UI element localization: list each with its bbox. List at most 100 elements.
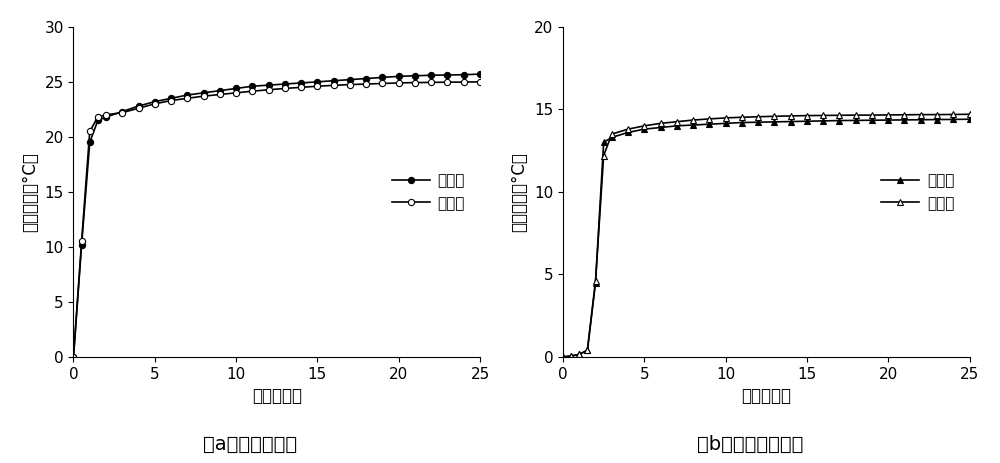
实测值 — [882, 117, 894, 123]
拟合值 — [915, 112, 927, 118]
实测值 — [898, 117, 910, 123]
拟合值 — [149, 101, 161, 106]
Line: 实测值: 实测值 — [560, 116, 973, 360]
拟合值 — [565, 353, 577, 359]
拟合值 — [598, 153, 610, 158]
拟合值 — [557, 354, 569, 360]
拟合值 — [100, 112, 112, 118]
拟合值 — [84, 129, 96, 134]
实测值 — [915, 117, 927, 123]
Legend: 实测值, 拟合值: 实测值, 拟合值 — [384, 165, 472, 218]
实测值 — [328, 78, 340, 83]
拟合值 — [736, 114, 748, 120]
实测值 — [92, 118, 104, 123]
拟合值 — [76, 238, 88, 244]
Y-axis label: 维热温升（°C）: 维热温升（°C） — [510, 152, 528, 232]
拟合值 — [360, 81, 372, 87]
实测值 — [344, 77, 356, 82]
Line: 实测值: 实测值 — [70, 71, 483, 360]
拟合值 — [622, 126, 634, 132]
拟合值 — [328, 82, 340, 88]
实测值 — [116, 109, 128, 114]
拟合值 — [687, 117, 699, 123]
拟合值 — [581, 347, 593, 353]
拟合值 — [441, 79, 453, 85]
实测值 — [590, 280, 602, 285]
拟合值 — [785, 113, 797, 119]
拟合值 — [898, 112, 910, 118]
拟合值 — [474, 79, 486, 85]
拟合值 — [931, 112, 943, 118]
拟合值 — [671, 119, 683, 125]
拟合值 — [833, 113, 845, 118]
实测值 — [736, 120, 748, 125]
实测值 — [850, 118, 862, 123]
实测值 — [655, 125, 667, 130]
拟合值 — [425, 80, 437, 85]
拟合值 — [214, 92, 226, 97]
Text: （a）基准混凝土: （a）基准混凝土 — [203, 435, 297, 454]
实测值 — [76, 242, 88, 247]
实测值 — [474, 71, 486, 77]
拟合值 — [573, 351, 585, 357]
Line: 拟合值: 拟合值 — [560, 111, 973, 360]
拟合值 — [964, 112, 976, 117]
实测值 — [866, 118, 878, 123]
拟合值 — [947, 112, 959, 117]
实测值 — [393, 74, 405, 79]
Legend: 实测值, 拟合值: 实测值, 拟合值 — [873, 165, 962, 218]
实测值 — [458, 72, 470, 77]
实测值 — [606, 135, 618, 140]
拟合值 — [590, 278, 602, 284]
实测值 — [557, 354, 569, 360]
拟合值 — [263, 87, 275, 93]
实测值 — [84, 139, 96, 145]
拟合值 — [801, 113, 813, 119]
实测值 — [671, 123, 683, 129]
拟合值 — [720, 115, 732, 121]
拟合值 — [768, 113, 780, 119]
实测值 — [198, 90, 210, 96]
拟合值 — [133, 106, 145, 111]
实测值 — [931, 117, 943, 122]
拟合值 — [606, 131, 618, 137]
Line: 拟合值: 拟合值 — [70, 79, 483, 360]
拟合值 — [198, 94, 210, 99]
拟合值 — [295, 85, 307, 90]
拟合值 — [279, 86, 291, 91]
实测值 — [100, 114, 112, 120]
拟合值 — [92, 114, 104, 120]
实测值 — [181, 92, 193, 98]
拟合值 — [246, 88, 258, 94]
实测值 — [230, 86, 242, 91]
实测值 — [279, 81, 291, 87]
拟合值 — [344, 82, 356, 88]
X-axis label: 龄期（天）: 龄期（天） — [741, 387, 791, 405]
实测值 — [720, 120, 732, 126]
实测值 — [752, 119, 764, 125]
拟合值 — [752, 114, 764, 119]
拟合值 — [655, 120, 667, 126]
实测值 — [214, 88, 226, 94]
X-axis label: 龄期（天）: 龄期（天） — [252, 387, 302, 405]
实测值 — [246, 83, 258, 89]
实测值 — [817, 118, 829, 124]
拟合值 — [393, 80, 405, 86]
拟合值 — [376, 81, 388, 86]
实测值 — [360, 76, 372, 81]
实测值 — [964, 117, 976, 122]
实测值 — [565, 353, 577, 359]
实测值 — [67, 354, 79, 360]
实测值 — [311, 79, 323, 85]
实测值 — [768, 119, 780, 125]
Y-axis label: 维热温升（°C）: 维热温升（°C） — [21, 152, 39, 232]
实测值 — [133, 103, 145, 109]
拟合值 — [311, 83, 323, 89]
拟合值 — [230, 90, 242, 96]
拟合值 — [817, 113, 829, 118]
实测值 — [441, 72, 453, 78]
实测值 — [785, 119, 797, 125]
实测值 — [573, 351, 585, 357]
拟合值 — [458, 79, 470, 85]
实测值 — [638, 126, 650, 132]
